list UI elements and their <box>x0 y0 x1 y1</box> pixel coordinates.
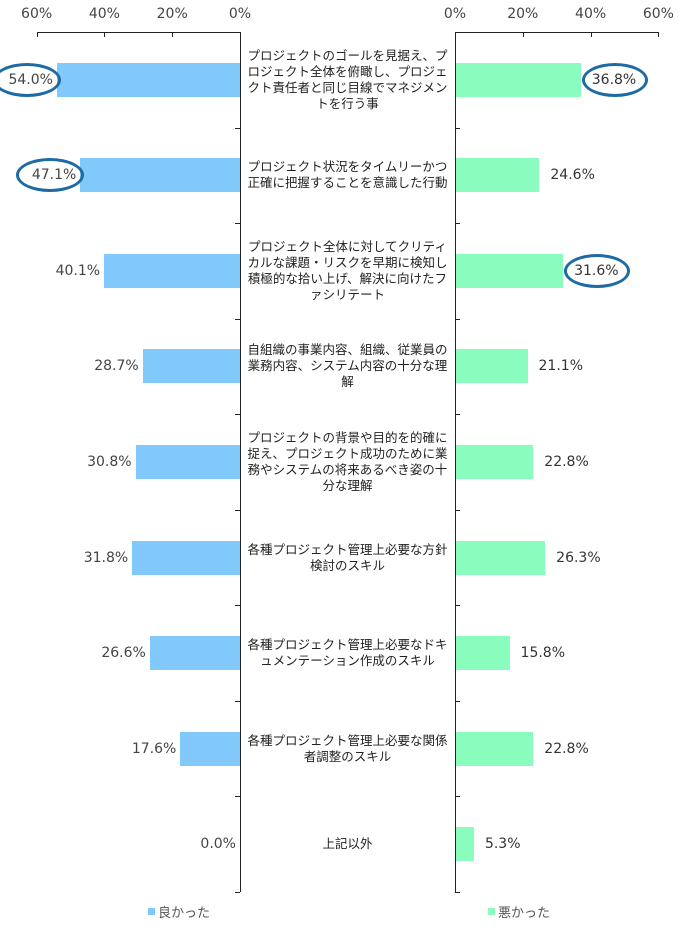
category-label: 各種プロジェクト管理上必要なドキュメンテーション作成のスキル <box>247 637 448 669</box>
left-category-tick <box>235 127 240 129</box>
left-category-tick <box>235 318 240 320</box>
bar-bad <box>456 636 510 671</box>
value-label-good: 30.8% <box>87 454 132 470</box>
value-label-good: 28.7% <box>94 358 139 375</box>
bar-good <box>56 62 240 97</box>
value-label-bad: 22.8% <box>544 454 589 470</box>
category-label: 各種プロジェクト管理上必要な方針検討のスキル <box>247 541 448 573</box>
right-category-tick <box>455 605 460 607</box>
left-axis-tick-label: 40% <box>88 6 120 22</box>
value-label-bad: 24.6% <box>550 167 595 184</box>
legend-item-good: 良かった <box>148 902 210 921</box>
right-category-tick <box>455 892 460 893</box>
value-label-good: 26.6% <box>101 645 146 662</box>
right-axis-tick <box>590 32 592 37</box>
left-top-axis-line <box>36 32 240 33</box>
category-label: プロジェクトの背景や目的を的確に捉え、プロジェクト成功のために業務やシステムの将… <box>247 429 448 493</box>
bar-good <box>104 253 240 288</box>
left-category-tick <box>235 509 240 511</box>
right-category-tick <box>455 318 460 320</box>
right-category-axis-line <box>455 32 456 892</box>
right-category-tick <box>455 223 460 225</box>
legend-swatch-bad <box>488 908 495 915</box>
right-top-axis-line <box>455 32 659 33</box>
left-category-tick <box>235 700 240 702</box>
right-axis-tick-label: 0% <box>443 6 467 22</box>
bar-bad <box>456 731 534 766</box>
bar-bad <box>456 158 540 193</box>
right-axis-tick-label: 20% <box>507 6 539 22</box>
value-label-good: 31.8% <box>83 549 129 566</box>
legend-label-bad: 悪かった <box>498 906 551 921</box>
legend-label-good: 良かった <box>158 906 211 921</box>
legend-item-bad: 悪かった <box>488 902 550 921</box>
highlight-ellipse <box>16 158 85 193</box>
bar-good <box>180 731 240 766</box>
right-category-tick <box>455 700 460 702</box>
bar-good <box>80 158 240 193</box>
bar-good <box>149 636 240 671</box>
value-label-bad: 5.3% <box>484 836 521 853</box>
left-category-tick <box>235 796 240 798</box>
highlight-ellipse <box>564 253 631 288</box>
bar-bad <box>456 445 534 479</box>
highlight-ellipse <box>581 62 648 97</box>
category-label: 各種プロジェクト管理上必要な関係者調整のスキル <box>247 732 448 764</box>
category-label: プロジェクトのゴールを見据え、プロジェクト全体を俯瞰し、プロジェクト責任者と同じ… <box>247 47 448 111</box>
legend-swatch-good <box>148 908 155 915</box>
left-axis-tick <box>172 32 174 37</box>
right-axis-tick <box>455 32 456 37</box>
right-axis-tick-label: 40% <box>575 6 607 22</box>
bar-bad <box>456 62 581 97</box>
left-axis-tick <box>104 32 106 37</box>
value-label-bad: 22.8% <box>544 740 589 757</box>
value-label-bad: 21.1% <box>538 358 583 375</box>
right-category-tick <box>455 796 460 798</box>
bar-good <box>132 540 240 575</box>
bar-bad <box>456 827 474 862</box>
right-category-tick <box>455 509 460 511</box>
left-category-tick <box>235 892 240 893</box>
category-label: プロジェクト全体に対してクリティカルな課題・リスクを早期に検知し積極的な拾い上げ… <box>247 238 448 302</box>
value-label-bad: 26.3% <box>556 549 601 566</box>
right-category-tick <box>455 414 460 416</box>
left-category-tick <box>235 605 240 607</box>
right-axis-tick <box>658 32 660 37</box>
highlight-ellipse <box>0 62 61 97</box>
left-category-tick <box>235 223 240 225</box>
bar-bad <box>456 349 528 384</box>
left-category-axis-line <box>240 32 241 892</box>
category-label: プロジェクト状況をタイムリーかつ正確に把握することを意識した行動 <box>247 159 448 191</box>
left-axis-tick-label: 20% <box>156 6 188 22</box>
right-axis-tick-label: 60% <box>642 6 674 22</box>
left-axis-tick <box>240 32 241 37</box>
category-label: 上記以外 <box>322 836 373 852</box>
bar-good <box>142 349 240 384</box>
left-axis-tick <box>36 32 38 37</box>
left-axis-tick-label: 60% <box>21 6 53 22</box>
left-category-tick <box>235 414 240 416</box>
bar-good <box>135 445 240 479</box>
bar-bad <box>456 540 546 575</box>
value-label-good: 0.0% <box>200 836 236 853</box>
value-label-good: 17.6% <box>131 740 177 757</box>
value-label-bad: 15.8% <box>520 645 566 662</box>
category-label: 自組織の事業内容、組織、従業員の業務内容、システム内容の十分な理解 <box>247 342 448 390</box>
right-axis-tick <box>522 32 524 37</box>
right-category-tick <box>455 127 460 129</box>
value-label-good: 40.1% <box>55 262 101 279</box>
left-axis-tick-label: 0% <box>228 6 252 22</box>
bar-bad <box>456 253 564 288</box>
